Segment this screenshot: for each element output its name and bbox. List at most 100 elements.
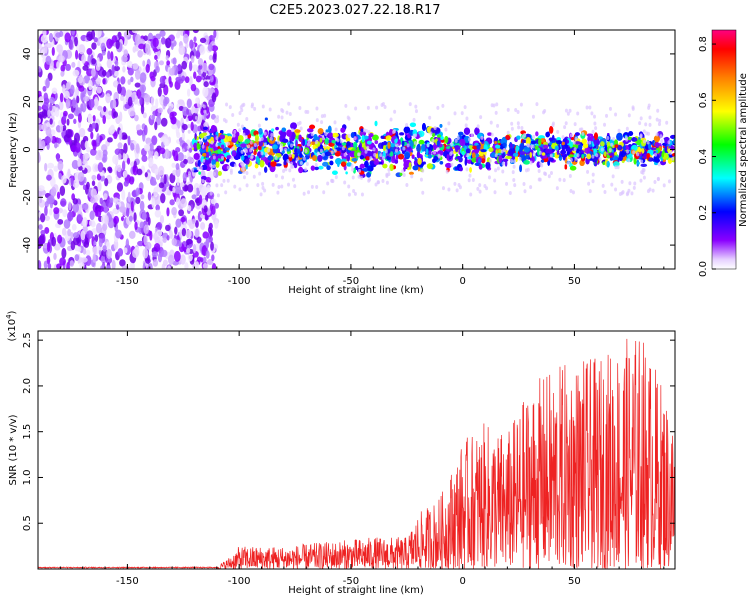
heatmap-cell <box>150 96 155 106</box>
heatmap-cell <box>216 115 220 120</box>
heatmap-cell <box>242 175 246 180</box>
heatmap-cell <box>235 131 240 137</box>
heatmap-cell <box>205 141 209 146</box>
heatmap-cell <box>38 152 41 163</box>
heatmap-cell <box>284 167 288 172</box>
heatmap-cell <box>142 60 146 67</box>
heatmap-cell <box>187 205 192 212</box>
heatmap-cell <box>361 134 365 143</box>
heatmap-cell <box>519 102 523 107</box>
heatmap-cell <box>54 243 61 251</box>
heatmap-cell <box>523 189 527 194</box>
heatmap-cell <box>220 155 224 160</box>
heatmap-cell <box>160 36 166 45</box>
heatmap-cell <box>616 165 620 170</box>
heatmap-cell <box>46 241 51 253</box>
heatmap-cell <box>186 98 192 109</box>
heatmap-cell <box>116 204 120 210</box>
heatmap-cell <box>154 151 159 160</box>
heatmap-cell <box>137 50 143 58</box>
heatmap-cell <box>344 103 348 108</box>
heatmap-cell <box>588 105 592 110</box>
heatmap-cell <box>244 158 250 165</box>
heatmap-cell <box>437 154 441 159</box>
heatmap-cell <box>575 148 580 154</box>
heatmap-cell <box>402 172 406 177</box>
heatmap-cell <box>44 162 48 172</box>
heatmap-cell <box>272 144 278 150</box>
heatmap-cell <box>561 135 565 140</box>
heatmap-cell <box>314 140 318 145</box>
heatmap-cell <box>70 84 75 95</box>
heatmap-cell <box>493 178 497 183</box>
heatmap-cell <box>147 216 151 226</box>
heatmap-cell <box>199 37 207 44</box>
heatmap-cell <box>99 37 106 45</box>
heatmap-cell <box>208 54 213 61</box>
heatmap-cell <box>656 108 660 113</box>
heatmap-cell <box>609 157 613 161</box>
heatmap-cell <box>591 179 595 184</box>
heatmap-cell <box>203 135 207 140</box>
heatmap-cell <box>561 145 566 151</box>
heatmap-cell <box>58 172 63 180</box>
heatmap-cell <box>71 30 76 36</box>
heatmap-cell <box>291 133 295 142</box>
heatmap-cell <box>576 153 580 158</box>
heatmap-cell <box>54 142 58 149</box>
heatmap-cell <box>56 153 60 162</box>
heatmap-cell <box>38 139 43 149</box>
heatmap-cells <box>38 30 675 269</box>
heatmap-cell <box>627 113 631 118</box>
heatmap-cell <box>549 153 553 158</box>
colorbar-tick-label: 0.6 <box>698 92 709 108</box>
heatmap-cell <box>519 164 522 173</box>
heatmap-cell <box>591 172 595 177</box>
heatmap-cell <box>453 111 457 116</box>
heatmap-cell <box>212 53 217 64</box>
heatmap-cell <box>86 230 94 239</box>
heatmap-cell <box>106 38 113 49</box>
heatmap-cell <box>347 133 351 138</box>
heatmap-cell <box>574 141 581 145</box>
heatmap-cell <box>106 265 111 269</box>
heatmap-cell <box>156 221 163 230</box>
heatmap-cell <box>202 256 207 264</box>
heatmap-cell <box>152 37 159 48</box>
heatmap-cell <box>171 65 175 76</box>
heatmap-cell <box>506 130 510 135</box>
heatmap-cell <box>230 155 234 160</box>
heatmap-cell <box>429 131 433 136</box>
heatmap-cell <box>280 108 284 113</box>
heatmap-cell <box>330 178 334 183</box>
heatmap-cell <box>113 65 121 71</box>
heatmap-cell <box>530 140 537 145</box>
heatmap-cell <box>574 136 578 141</box>
heatmap-cell <box>200 108 205 116</box>
heatmap-cell <box>172 57 177 65</box>
heatmap-cell <box>156 229 163 237</box>
heatmap-cell <box>645 131 649 136</box>
heatmap-cell <box>662 183 666 188</box>
heatmap-cell <box>357 168 361 173</box>
heatmap-cell <box>187 253 193 262</box>
heatmap-cell <box>464 158 468 166</box>
heatmap-cell <box>549 125 554 134</box>
heatmap-cell <box>203 121 209 129</box>
heatmap-cell <box>569 188 573 193</box>
heatmap-cell <box>95 155 100 161</box>
heatmap-cell <box>189 75 193 87</box>
heatmap-cell <box>566 111 570 116</box>
heatmap-cell <box>515 145 519 154</box>
heatmap-cell <box>211 45 219 52</box>
heatmap-cell <box>85 249 91 257</box>
heatmap-cell <box>181 75 186 82</box>
heatmap-cell <box>43 92 49 102</box>
heatmap-cell <box>395 143 399 148</box>
heatmap-cell <box>136 124 141 131</box>
heatmap-cell <box>346 162 352 167</box>
heatmap-cell <box>379 153 383 158</box>
heatmap-cell <box>47 263 52 269</box>
heatmap-cell <box>185 42 189 49</box>
